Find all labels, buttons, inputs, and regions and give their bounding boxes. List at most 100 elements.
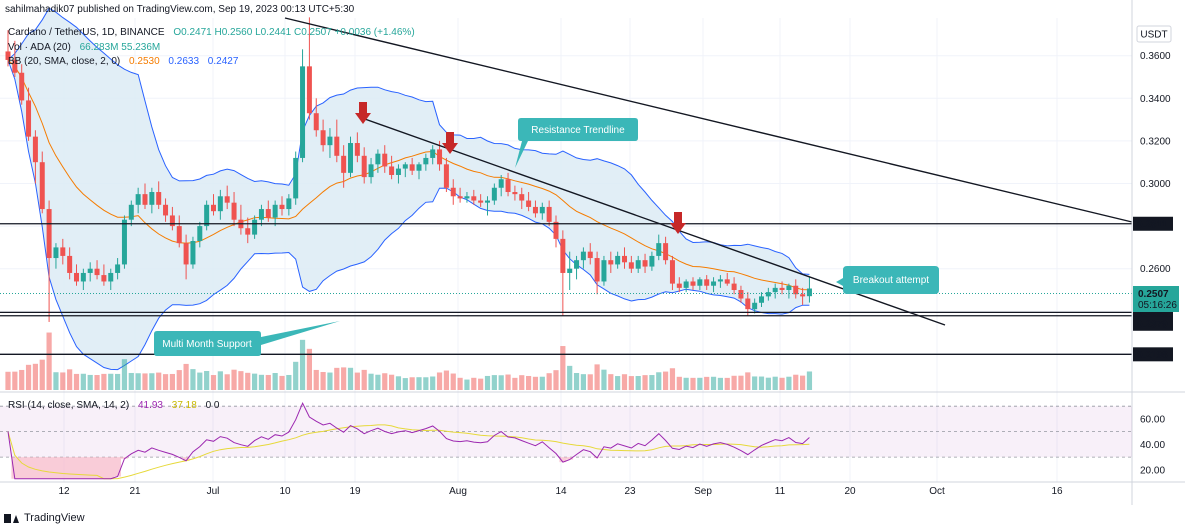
candle bbox=[389, 155, 395, 180]
volume-bar bbox=[368, 373, 374, 390]
volume-bar bbox=[80, 373, 86, 390]
volume-bar bbox=[156, 372, 162, 390]
bollinger-basis-line bbox=[7, 59, 810, 291]
resistance-callout[interactable]: Resistance Trendline bbox=[515, 118, 638, 168]
candle bbox=[101, 264, 107, 286]
volume-bar bbox=[12, 371, 18, 390]
volume-bar bbox=[197, 372, 203, 390]
volume-bar bbox=[772, 376, 778, 390]
candle-body bbox=[437, 149, 443, 165]
volume-bar bbox=[676, 376, 682, 390]
candle-body bbox=[272, 204, 278, 218]
breakout-callout[interactable]: Breakout attempt bbox=[836, 266, 939, 294]
volume-bar bbox=[142, 373, 148, 390]
time-tick-label: Sep bbox=[694, 486, 712, 497]
candle bbox=[265, 200, 271, 222]
volume-bar bbox=[128, 372, 134, 390]
volume-bar bbox=[710, 376, 717, 390]
candle-body bbox=[478, 200, 484, 203]
rsi-line bbox=[7, 401, 810, 480]
candle bbox=[368, 157, 374, 184]
candle-body bbox=[526, 200, 532, 207]
currency-badge[interactable]: USDT bbox=[1136, 25, 1172, 43]
candle-body bbox=[567, 268, 573, 273]
volume-bar bbox=[601, 369, 607, 390]
volume-bar bbox=[765, 377, 771, 390]
candle-body bbox=[19, 72, 25, 101]
candle bbox=[560, 230, 566, 316]
candle-body bbox=[464, 196, 470, 199]
volume-bar bbox=[252, 373, 258, 390]
support-callout[interactable]: Multi Month Support bbox=[154, 321, 340, 356]
bb-legend-label: BB (20, SMA, close, 2, 0) bbox=[8, 56, 120, 67]
volume-bar bbox=[793, 374, 799, 390]
candle-body bbox=[676, 283, 682, 288]
rsi-legend[interactable]: RSI (14, close, SMA, 14, 2) 41.93 37.18 … bbox=[8, 400, 220, 411]
candle bbox=[197, 221, 203, 248]
long-term-trendline[interactable] bbox=[284, 17, 1133, 223]
candle bbox=[676, 277, 682, 293]
candle-body bbox=[348, 143, 353, 173]
candle bbox=[67, 247, 73, 280]
bollinger-lower-line bbox=[7, 59, 810, 371]
candle bbox=[430, 145, 436, 165]
volume-bar bbox=[217, 371, 223, 390]
candle bbox=[656, 234, 662, 261]
candle-body bbox=[697, 279, 703, 286]
candle-body bbox=[752, 302, 758, 310]
candle-body bbox=[786, 285, 792, 290]
volume-legend-values: 66.283M 55.236M bbox=[80, 42, 161, 53]
candle-body bbox=[430, 149, 436, 158]
candle-body bbox=[724, 279, 730, 284]
candle-body bbox=[423, 157, 429, 165]
rsi-axis[interactable]: 20.00 40.00 60.00 bbox=[1140, 414, 1165, 476]
candle bbox=[450, 179, 456, 205]
volume-bar bbox=[457, 377, 463, 390]
volume-bar bbox=[704, 376, 710, 390]
candle bbox=[279, 196, 285, 216]
volume-bar bbox=[758, 376, 765, 390]
candle-body bbox=[258, 209, 264, 220]
candle-body bbox=[197, 226, 203, 242]
candle-body bbox=[142, 194, 148, 205]
breakout-callout-label: Breakout attempt bbox=[853, 275, 929, 286]
candle bbox=[409, 157, 415, 175]
candle-body bbox=[190, 241, 196, 265]
candle-body bbox=[409, 164, 415, 171]
candle bbox=[348, 136, 353, 178]
candle-body bbox=[320, 130, 326, 146]
candle bbox=[532, 200, 538, 218]
volume-bar bbox=[382, 373, 388, 390]
volume-bar bbox=[594, 364, 600, 390]
volume-bar bbox=[724, 377, 730, 390]
volume-bar bbox=[354, 372, 360, 390]
tradingview-footer[interactable]: TradingView bbox=[4, 512, 85, 524]
candle-body bbox=[395, 168, 401, 175]
main-legend[interactable]: Cardano / TetherUS, 1D, BINANCE O0.2471 … bbox=[8, 27, 415, 67]
candle bbox=[32, 130, 38, 184]
price-axis[interactable]: 0.2600 0.3000 0.3200 0.3400 0.3600 bbox=[1140, 51, 1171, 275]
candle-body bbox=[793, 285, 799, 295]
volume-bar bbox=[505, 374, 511, 390]
price-tick-label: 0.3400 bbox=[1140, 94, 1171, 105]
candle bbox=[690, 277, 696, 290]
candle bbox=[786, 283, 792, 299]
candle bbox=[190, 236, 196, 269]
candle bbox=[252, 215, 258, 239]
candle-body bbox=[252, 219, 258, 235]
candle bbox=[258, 204, 264, 227]
last-price-value: 0.2507 bbox=[1138, 289, 1169, 300]
candle-body bbox=[505, 179, 511, 193]
candle bbox=[293, 151, 299, 205]
volume-bar bbox=[580, 374, 586, 390]
candle-body bbox=[128, 204, 134, 220]
time-tick-label: 20 bbox=[844, 486, 856, 497]
volume-bar bbox=[635, 376, 641, 390]
candle-body bbox=[39, 162, 45, 210]
volume-bar bbox=[539, 376, 545, 390]
volume-bar bbox=[25, 364, 32, 390]
time-axis[interactable]: 12 21 Jul 10 19 Aug 14 23 Sep 11 20 Oct 16 bbox=[58, 486, 1063, 497]
volume-bar bbox=[279, 375, 285, 390]
last-price-tag: 0.2507 05:16:26 bbox=[1133, 286, 1179, 312]
